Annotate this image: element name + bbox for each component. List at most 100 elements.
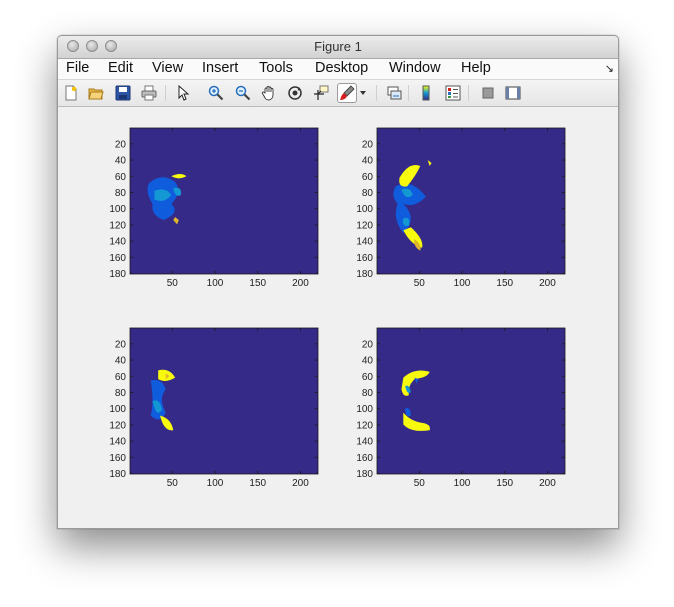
y-tick-label: 20 <box>362 139 374 150</box>
menu-desktop[interactable]: Desktop <box>315 60 369 76</box>
image-region-blue-4 <box>414 377 419 384</box>
rotate-3d-icon[interactable] <box>285 83 305 103</box>
y-tick-label: 60 <box>362 172 374 183</box>
figure-window: Figure 1 File Edit View Insert Tools Des… <box>57 35 619 529</box>
y-tick-label: 160 <box>109 453 126 464</box>
x-tick-label: 100 <box>207 478 224 489</box>
x-tick-label: 150 <box>249 278 266 289</box>
figure-toolbar <box>58 80 618 107</box>
link-plot-icon[interactable] <box>384 83 404 103</box>
y-tick-label: 140 <box>356 437 373 448</box>
y-tick-label: 120 <box>356 220 373 231</box>
y-tick-label: 80 <box>362 388 374 399</box>
y-tick-label: 160 <box>109 253 126 264</box>
image-regions <box>150 369 176 431</box>
y-tick-label: 100 <box>356 404 373 415</box>
menu-collapse-arrow-icon[interactable]: ↘ <box>604 63 614 75</box>
y-tick-label: 140 <box>109 237 126 248</box>
y-tick-label: 20 <box>115 139 127 150</box>
image-region-cyan-1 <box>401 188 413 198</box>
menu-edit[interactable]: Edit <box>108 60 133 76</box>
window-title: Figure 1 <box>314 39 362 54</box>
image-region-yellow-3 <box>171 173 187 179</box>
image-region-yellow-3 <box>399 165 421 187</box>
image-background <box>377 328 565 474</box>
y-tick-label: 120 <box>356 420 373 431</box>
hide-plot-tools-icon[interactable] <box>478 83 498 103</box>
y-tick-label: 100 <box>109 404 126 415</box>
new-figure-icon[interactable] <box>61 83 81 103</box>
subplot-2-svg: 20 40 60 80 100 120 140 160 180 50 100 150 200 <box>356 127 566 289</box>
y-tick-label: 60 <box>115 172 127 183</box>
menu-help[interactable]: Help <box>461 60 491 76</box>
image-region-yellow-3 <box>160 415 174 431</box>
y-tick-label: 40 <box>115 156 127 167</box>
subplot-4-svg: 20 40 60 80 100 120 140 160 180 50 100 150 200 <box>356 327 566 489</box>
image-region-orange-4 <box>165 373 170 380</box>
menu-file[interactable]: File <box>66 60 90 76</box>
y-tick-label: 40 <box>115 356 127 367</box>
zoom-in-icon[interactable] <box>206 83 226 103</box>
image-region-yellow-1 <box>403 412 430 431</box>
y-tick-label: 120 <box>109 420 126 431</box>
edit-plot-pointer-icon[interactable] <box>173 83 193 103</box>
menu-window[interactable]: Window <box>389 60 441 76</box>
image-region-cyan-1 <box>154 189 172 201</box>
y-tick-label: 20 <box>362 339 374 350</box>
y-tick-label: 80 <box>115 188 127 199</box>
menu-insert[interactable]: Insert <box>202 60 239 76</box>
y-tick-label: 120 <box>109 220 126 231</box>
x-tick-label: 150 <box>496 478 513 489</box>
image-region-orange-6 <box>414 238 421 251</box>
pan-hand-icon[interactable] <box>259 83 279 103</box>
y-tick-label: 180 <box>109 469 126 480</box>
x-tick-label: 150 <box>496 278 513 289</box>
close-window-icon[interactable] <box>67 40 79 52</box>
x-tick-label: 100 <box>454 278 471 289</box>
image-region-cyan-1 <box>152 400 162 413</box>
image-regions <box>393 160 432 251</box>
x-tick-label: 200 <box>539 278 556 289</box>
open-file-icon[interactable] <box>86 83 106 103</box>
x-tick-label: 50 <box>414 278 426 289</box>
menu-tools[interactable]: Tools <box>259 60 293 76</box>
subplot-4[interactable]: 20 40 60 80 100 120 140 160 180 50 100 150 200 <box>321 320 571 490</box>
axes-box <box>129 127 319 275</box>
image-region-cyan-2 <box>173 187 182 196</box>
title-bar[interactable]: Figure 1 <box>58 36 618 59</box>
save-icon[interactable] <box>113 83 133 103</box>
insert-colorbar-icon[interactable] <box>416 83 436 103</box>
subplot-3[interactable]: 20 40 60 80 100 120 140 160 180 50 100 150 200 <box>74 320 324 490</box>
y-tick-label: 180 <box>356 469 373 480</box>
x-tick-label: 50 <box>167 278 179 289</box>
y-tick-label: 100 <box>356 204 373 215</box>
insert-legend-icon[interactable] <box>443 83 463 103</box>
y-tick-label: 160 <box>356 453 373 464</box>
zoom-out-icon[interactable] <box>233 83 253 103</box>
y-tick-label: 20 <box>115 339 127 350</box>
show-plot-tools-icon[interactable] <box>503 83 523 103</box>
y-tick-label: 80 <box>362 188 374 199</box>
zoom-window-icon[interactable] <box>105 40 117 52</box>
x-tick-label: 200 <box>292 478 309 489</box>
print-icon[interactable] <box>139 83 159 103</box>
menu-view[interactable]: View <box>152 60 184 76</box>
axes-box <box>376 327 566 475</box>
subplot-1[interactable]: 20 40 60 80 100 120 140 160 180 50 100 150 200 <box>74 120 324 290</box>
x-tick-label: 150 <box>249 478 266 489</box>
brush-dropdown-icon[interactable] <box>358 83 368 103</box>
y-tick-label: 60 <box>115 372 127 383</box>
data-cursor-icon[interactable] <box>311 83 331 103</box>
brush-icon[interactable] <box>337 83 357 103</box>
subplot-2[interactable]: 20 40 60 80 100 120 140 160 180 50 100 150 200 <box>321 120 571 290</box>
y-tick-label: 100 <box>109 204 126 215</box>
x-tick-label: 200 <box>539 478 556 489</box>
image-region-blue-0 <box>393 183 426 234</box>
image-region-cyan-2 <box>402 217 410 227</box>
image-regions <box>147 173 187 225</box>
menu-bar: File Edit View Insert Tools Desktop Wind… <box>58 59 618 80</box>
minimize-window-icon[interactable] <box>86 40 98 52</box>
y-tick-label: 80 <box>115 388 127 399</box>
image-regions <box>401 370 430 431</box>
image-region-yellow-5 <box>427 160 432 166</box>
